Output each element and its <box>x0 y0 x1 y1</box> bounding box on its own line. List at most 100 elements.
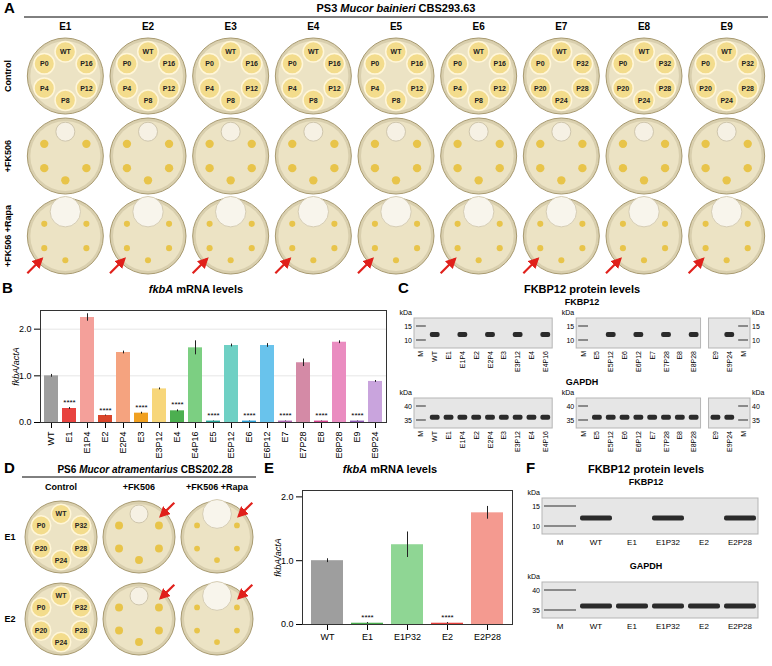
svg-text:P4: P4 <box>40 85 49 92</box>
svg-text:10: 10 <box>566 337 574 344</box>
svg-text:****: **** <box>171 400 183 409</box>
svg-text:kDa: kDa <box>752 309 765 316</box>
svg-text:E1P4: E1P4 <box>82 432 92 454</box>
svg-text:GAPDH: GAPDH <box>630 561 663 571</box>
svg-text:E7P28: E7P28 <box>298 432 308 459</box>
svg-text:WT: WT <box>431 430 438 442</box>
svg-text:P0: P0 <box>371 60 380 67</box>
svg-text:E8: E8 <box>676 351 683 360</box>
svg-text:E4P16: E4P16 <box>190 432 200 459</box>
svg-text:P32: P32 <box>75 522 88 529</box>
svg-text:WT: WT <box>225 48 237 55</box>
svg-text:P32: P32 <box>659 60 672 67</box>
svg-text:E2P28: E2P28 <box>474 632 501 642</box>
svg-text:0.0: 0.0 <box>281 619 294 629</box>
svg-text:****: **** <box>315 411 327 420</box>
svg-text:P28: P28 <box>576 85 589 92</box>
svg-text:E3P12: E3P12 <box>514 431 521 452</box>
svg-text:P8: P8 <box>309 97 318 104</box>
svg-text:E2P4: E2P4 <box>487 431 494 448</box>
svg-text:E5P12: E5P12 <box>226 432 236 459</box>
svg-text:P8: P8 <box>392 97 401 104</box>
svg-text:+FK506 +Rapa: +FK506 +Rapa <box>3 204 13 267</box>
svg-text:M: M <box>417 431 424 437</box>
svg-text:E1: E1 <box>4 532 15 542</box>
svg-text:E4P16: E4P16 <box>542 351 549 372</box>
svg-text:P0: P0 <box>205 60 214 67</box>
svg-text:P16: P16 <box>80 60 93 67</box>
svg-text:P12: P12 <box>163 85 176 92</box>
svg-text:E9P24: E9P24 <box>726 351 733 372</box>
svg-text:P0: P0 <box>40 60 49 67</box>
svg-text:****: **** <box>279 411 291 420</box>
svg-text:E3: E3 <box>500 351 507 360</box>
svg-text:Control: Control <box>3 60 13 92</box>
svg-text:P24: P24 <box>555 97 568 104</box>
svg-text:P16: P16 <box>245 60 258 67</box>
svg-text:15: 15 <box>532 503 540 510</box>
svg-text:P8: P8 <box>474 97 483 104</box>
svg-text:E3: E3 <box>500 431 507 440</box>
svg-text:E9P24: E9P24 <box>370 432 380 459</box>
svg-text:P0: P0 <box>453 60 462 67</box>
svg-text:P28: P28 <box>659 85 672 92</box>
svg-text:P8: P8 <box>144 97 153 104</box>
svg-text:2.0: 2.0 <box>19 324 32 334</box>
svg-text:P0: P0 <box>37 522 46 529</box>
svg-text:E2P28: E2P28 <box>728 622 753 631</box>
svg-text:E6: E6 <box>621 431 628 440</box>
svg-text:WT: WT <box>56 510 68 517</box>
svg-text:P32: P32 <box>741 60 754 67</box>
svg-text:WT: WT <box>590 538 603 547</box>
svg-text:P0: P0 <box>123 60 132 67</box>
svg-text:40: 40 <box>404 403 412 410</box>
svg-text:WT: WT <box>473 48 485 55</box>
svg-text:E5: E5 <box>390 21 403 32</box>
svg-text:E2: E2 <box>473 431 480 440</box>
svg-text:****: **** <box>441 613 453 622</box>
svg-text:P4: P4 <box>205 85 214 92</box>
svg-text:P0: P0 <box>37 604 46 611</box>
svg-text:P12: P12 <box>411 85 424 92</box>
svg-text:P28: P28 <box>75 627 88 634</box>
svg-text:P8: P8 <box>61 97 70 104</box>
svg-text:E3P12: E3P12 <box>514 351 521 372</box>
svg-text:E8: E8 <box>638 21 651 32</box>
svg-text:P12: P12 <box>493 85 506 92</box>
svg-text:E7: E7 <box>649 431 656 440</box>
svg-text:P0: P0 <box>701 60 710 67</box>
svg-text:P28: P28 <box>75 545 88 552</box>
svg-text:E2: E2 <box>473 351 480 360</box>
svg-text:P16: P16 <box>328 60 341 67</box>
svg-text:35: 35 <box>566 417 574 424</box>
svg-text:E9P24: E9P24 <box>726 431 733 452</box>
svg-text:E8P28: E8P28 <box>690 431 697 452</box>
svg-text:E2P4: E2P4 <box>487 351 494 368</box>
svg-text:+FK506: +FK506 <box>123 482 155 492</box>
svg-text:M: M <box>580 351 587 357</box>
svg-text:E7: E7 <box>280 432 290 443</box>
svg-text:E1: E1 <box>627 538 637 547</box>
svg-text:E8: E8 <box>676 431 683 440</box>
svg-text:E1P32: E1P32 <box>656 538 681 547</box>
svg-text:M: M <box>740 351 747 357</box>
svg-text:E1P4: E1P4 <box>459 431 466 448</box>
svg-text:M: M <box>557 622 564 631</box>
svg-text:40: 40 <box>752 403 760 410</box>
svg-text:35: 35 <box>752 417 760 424</box>
svg-text:P28: P28 <box>741 85 754 92</box>
svg-text:E5: E5 <box>593 431 600 440</box>
svg-text:E9: E9 <box>712 431 719 440</box>
svg-text:****: **** <box>207 411 219 420</box>
svg-text:kDa: kDa <box>528 489 541 496</box>
svg-text:P12: P12 <box>328 85 341 92</box>
svg-text:M: M <box>557 538 564 547</box>
svg-text:P4: P4 <box>123 85 132 92</box>
svg-text:10: 10 <box>404 337 412 344</box>
svg-text:WT: WT <box>431 350 438 362</box>
svg-text:E8P28: E8P28 <box>690 351 697 372</box>
svg-text:kDa: kDa <box>400 309 413 316</box>
svg-text:kDa: kDa <box>400 389 413 396</box>
svg-text:P32: P32 <box>576 60 589 67</box>
svg-text:PS6 Mucor atramentarius CBS202: PS6 Mucor atramentarius CBS202.28 <box>57 464 233 475</box>
